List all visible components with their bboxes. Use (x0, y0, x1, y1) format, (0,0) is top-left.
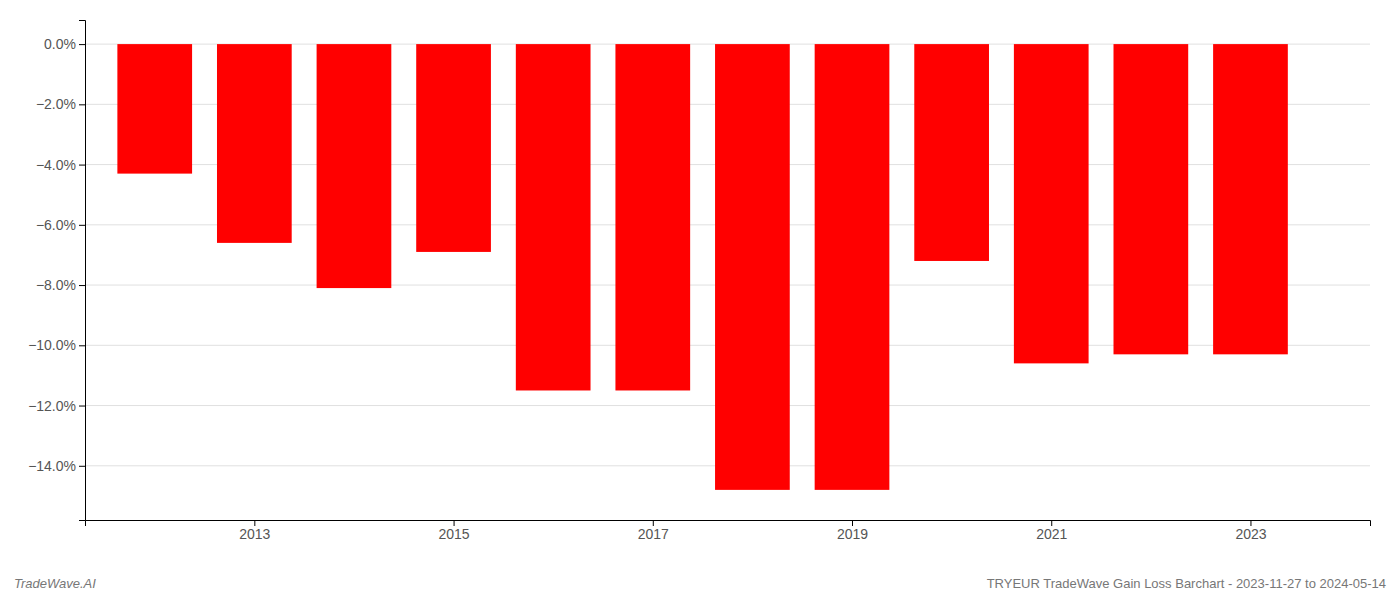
footer-right: TRYEUR TradeWave Gain Loss Barchart - 20… (987, 576, 1386, 591)
y-tick-mark (79, 225, 85, 226)
y-axis: 0.0% −2.0% −4.0% −6.0% −8.0% −10.0% −12.0% −14.… (28, 21, 85, 521)
y-tick-label: −4.0% (36, 157, 76, 173)
bar (1213, 44, 1288, 354)
y-tick-mark (79, 44, 85, 45)
x-tick-label: 2017 (638, 526, 669, 542)
y-tick: −4.0% (36, 157, 85, 173)
bars (117, 44, 1287, 490)
y-tick-mark (79, 104, 85, 105)
x-tick-label: 2013 (239, 526, 270, 542)
bar (416, 44, 491, 252)
x-tick: 2015 (438, 520, 469, 542)
bar (1113, 44, 1188, 354)
y-tick: −12.0% (28, 398, 85, 414)
bar (317, 44, 392, 288)
y-tick-mark (79, 406, 85, 407)
y-tick: −10.0% (28, 337, 85, 353)
y-tick: −8.0% (36, 277, 85, 293)
y-tick-label: −12.0% (28, 398, 76, 414)
y-tick-mark (79, 165, 85, 166)
x-tick-label: 2015 (438, 526, 469, 542)
y-tick-label: −2.0% (36, 96, 76, 112)
footer-left: TradeWave.AI (14, 576, 96, 591)
x-axis-line (86, 521, 1371, 527)
plot: 2013 2015 2017 2019 2021 2023 0.0% −2.0% −4.0% −6… (28, 21, 1370, 542)
y-tick-mark (79, 345, 85, 346)
x-tick-label: 2023 (1235, 526, 1266, 542)
y-tick: −2.0% (36, 96, 85, 112)
x-tick: 2017 (638, 520, 669, 542)
y-tick-label: −8.0% (36, 277, 76, 293)
bar (217, 44, 292, 243)
bar (715, 44, 790, 490)
bar (117, 44, 192, 174)
y-tick-label: 0.0% (44, 36, 76, 52)
x-axis: 2013 2015 2017 2019 2021 2023 (86, 520, 1371, 542)
chart: 2013 2015 2017 2019 2021 2023 0.0% −2.0% −4.0% −6… (0, 0, 1400, 600)
bar (1014, 44, 1089, 363)
y-tick-label: −10.0% (28, 337, 76, 353)
x-tick: 2019 (837, 520, 868, 542)
bar (914, 44, 989, 261)
y-tick-mark (79, 466, 85, 467)
y-tick: 0.0% (44, 36, 85, 52)
x-tick-label: 2021 (1036, 526, 1067, 542)
x-tick: 2013 (239, 520, 270, 542)
y-tick-mark (79, 285, 85, 286)
y-axis-line (79, 21, 86, 521)
bar (815, 44, 890, 490)
x-tick-label: 2019 (837, 526, 868, 542)
bar (516, 44, 591, 390)
x-tick: 2023 (1235, 520, 1266, 542)
y-tick-label: −14.0% (28, 458, 76, 474)
bar (615, 44, 690, 390)
x-tick: 2021 (1036, 520, 1067, 542)
y-tick: −6.0% (36, 217, 85, 233)
y-tick-label: −6.0% (36, 217, 76, 233)
y-tick: −14.0% (28, 458, 85, 474)
